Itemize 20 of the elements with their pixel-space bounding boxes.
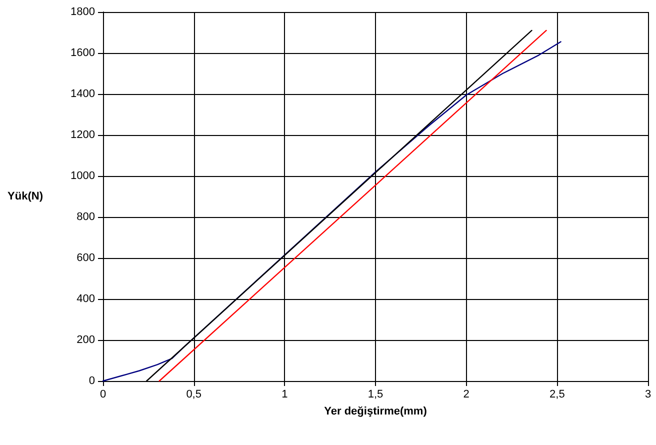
y-tick-label: 800 [76, 211, 95, 223]
x-tick-label: 2 [463, 388, 470, 400]
y-tick-label: 1600 [70, 47, 95, 59]
line-series [102, 41, 562, 382]
x-tick-label: 2,5 [550, 388, 565, 400]
y-tick-label: 400 [76, 293, 95, 305]
x-tick-label: 1,5 [368, 388, 384, 400]
x-axis-title: Yer değiştirme(mm) [324, 406, 428, 418]
y-tick-label: 1800 [70, 6, 95, 18]
x-tick-label: 0 [100, 388, 106, 400]
y-tick-label: 1200 [70, 129, 95, 141]
x-tick-label: 1 [282, 388, 288, 400]
y-tick-label: 600 [76, 252, 95, 264]
y-axis-title: Yük(N) [8, 190, 44, 202]
y-tick-label: 200 [76, 334, 95, 346]
x-tick-label: 0,5 [186, 388, 202, 400]
y-tick-label: 1400 [70, 88, 95, 100]
x-tick-label: 3 [644, 388, 652, 400]
y-tick-label: 0 [88, 375, 95, 387]
y-tick-label: 1000 [70, 170, 95, 182]
